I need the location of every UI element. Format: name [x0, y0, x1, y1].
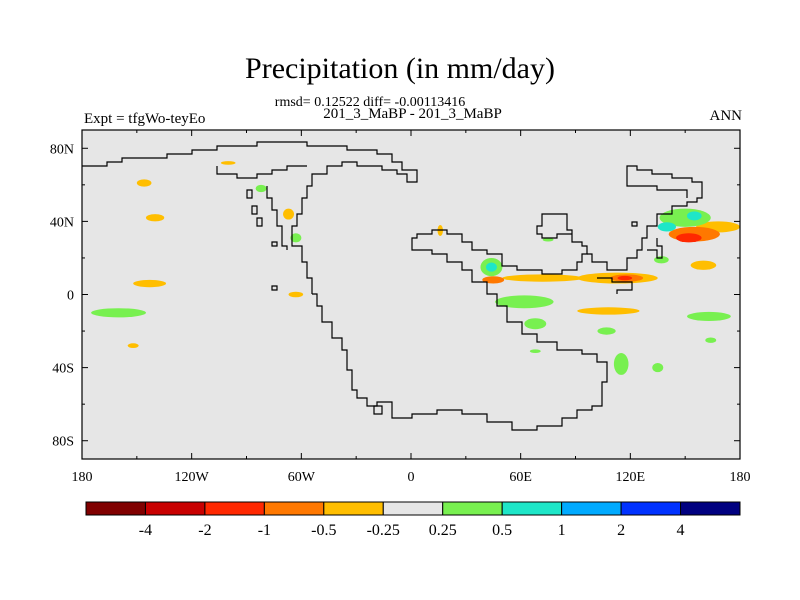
coastline-island-7: [631, 221, 638, 227]
coastline-island-3: [271, 241, 278, 247]
colorbar-swatch-9: [620, 501, 682, 516]
y-tick-label-0: 80N: [50, 142, 74, 157]
x-tick-label-4: 60E: [509, 470, 532, 485]
coastline-east-asia: [587, 165, 703, 271]
anomaly-region-13: [495, 295, 554, 309]
chart-subtitle: 201_3_MaBP - 201_3_MaBP: [323, 106, 502, 122]
colorbar-swatch-4: [323, 501, 384, 516]
colorbar-label-8: 2: [617, 522, 625, 539]
x-tick-label-6: 180: [730, 470, 751, 485]
anomaly-region-34: [652, 363, 664, 373]
coastline-island-1: [251, 205, 258, 215]
anomaly-region-14: [524, 318, 547, 330]
colorbar-swatch-7: [501, 501, 563, 516]
anomaly-region-15: [577, 307, 640, 315]
coastline-island-6: [373, 405, 383, 415]
anomaly-region-19: [690, 260, 717, 270]
coastline-maritime: [597, 277, 633, 294]
anomaly-region-27: [283, 208, 295, 220]
axes-layer: 180 120W 60W 0 60E 120E 180 80N 40N 0 40S 80S: [50, 130, 751, 485]
anomaly-region-10: [482, 276, 505, 284]
x-tick-label-0: 180: [72, 470, 93, 485]
colorbar-swatch-8: [561, 501, 622, 516]
y-tick-label-1: 40N: [50, 215, 74, 230]
colorbar-label-6: 0.5: [492, 522, 512, 539]
y-tick-label-2: 0: [67, 289, 74, 304]
anomaly-region-33: [529, 349, 541, 353]
anomaly-region-25: [145, 214, 165, 222]
anomaly-region-26: [127, 343, 139, 349]
coastline-island-5: [246, 189, 253, 199]
colorbar-label-5: 0.25: [429, 522, 457, 539]
anomaly-region-5: [657, 222, 677, 232]
coastline-island-4: [271, 285, 278, 291]
anomaly-region-32: [542, 237, 554, 242]
x-tick-label-2: 60W: [288, 470, 316, 485]
colorbar-swatch-6: [442, 501, 503, 516]
colorbar-label-9: 4: [677, 522, 685, 539]
anomaly-region-30: [288, 291, 304, 298]
colorbar-swatch-0: [85, 501, 146, 516]
anomaly-region-8: [617, 275, 633, 281]
season-label: ANN: [709, 108, 743, 124]
coastline-layer: [82, 141, 703, 431]
colorbar-swatch-2: [204, 501, 265, 516]
chart-title: Precipitation (in mm/day): [245, 52, 555, 85]
colorbar-swatch-1: [144, 501, 206, 516]
colorbar-label-0: -4: [139, 522, 152, 539]
x-tick-label-1: 120W: [175, 470, 210, 485]
anomaly-region-12: [485, 262, 497, 272]
x-tick-label-3: 0: [408, 470, 415, 485]
anomaly-region-4: [686, 211, 702, 221]
anomaly-region-9: [502, 274, 583, 282]
colorbar-label-3: -0.5: [311, 522, 336, 539]
colorbar-label-7: 1: [558, 522, 566, 539]
coastline-island-2: [256, 217, 263, 227]
x-tick-label-5: 120E: [616, 470, 646, 485]
coastline-arctic: [216, 165, 307, 179]
colorbar: -4 -2 -1 -0.5 -0.25 0.25 0.5 1 2 4: [85, 501, 741, 539]
colorbar-swatch-3: [263, 501, 325, 516]
anomaly-region-28: [290, 233, 302, 243]
colorbar-label-2: -1: [258, 522, 271, 539]
experiment-label: Expt = tfgWo-teyEo: [84, 111, 206, 127]
anomaly-region-2: [676, 233, 702, 243]
anomaly-region-31: [220, 161, 236, 165]
stats-line: rmsd= 0.12522 diff= -0.00113416: [274, 95, 466, 110]
coastline-pacific-rim: [647, 238, 663, 259]
anomaly-layer: [91, 161, 740, 375]
y-tick-label-3: 40S: [52, 362, 74, 377]
anomaly-region-16: [686, 311, 731, 322]
coastline-north-america-west: [266, 186, 288, 250]
anomaly-region-18: [597, 327, 616, 335]
anomaly-region-22: [91, 308, 146, 318]
y-tick-label-4: 80S: [52, 435, 74, 450]
colorbar-swatch-5: [382, 501, 444, 516]
plot-background: [82, 130, 740, 459]
anomaly-region-29: [255, 184, 267, 193]
colorbar-swatch-10: [680, 501, 741, 516]
colorbar-label-1: -2: [198, 522, 211, 539]
anomaly-region-17: [613, 352, 629, 375]
anomaly-region-23: [133, 279, 167, 288]
anomaly-region-24: [136, 179, 152, 187]
coastline-south-atlantic-rim: [312, 213, 608, 431]
anomaly-region-35: [705, 337, 717, 343]
coastline-northern-land: [82, 141, 418, 294]
colorbar-label-4: -0.25: [367, 522, 400, 539]
